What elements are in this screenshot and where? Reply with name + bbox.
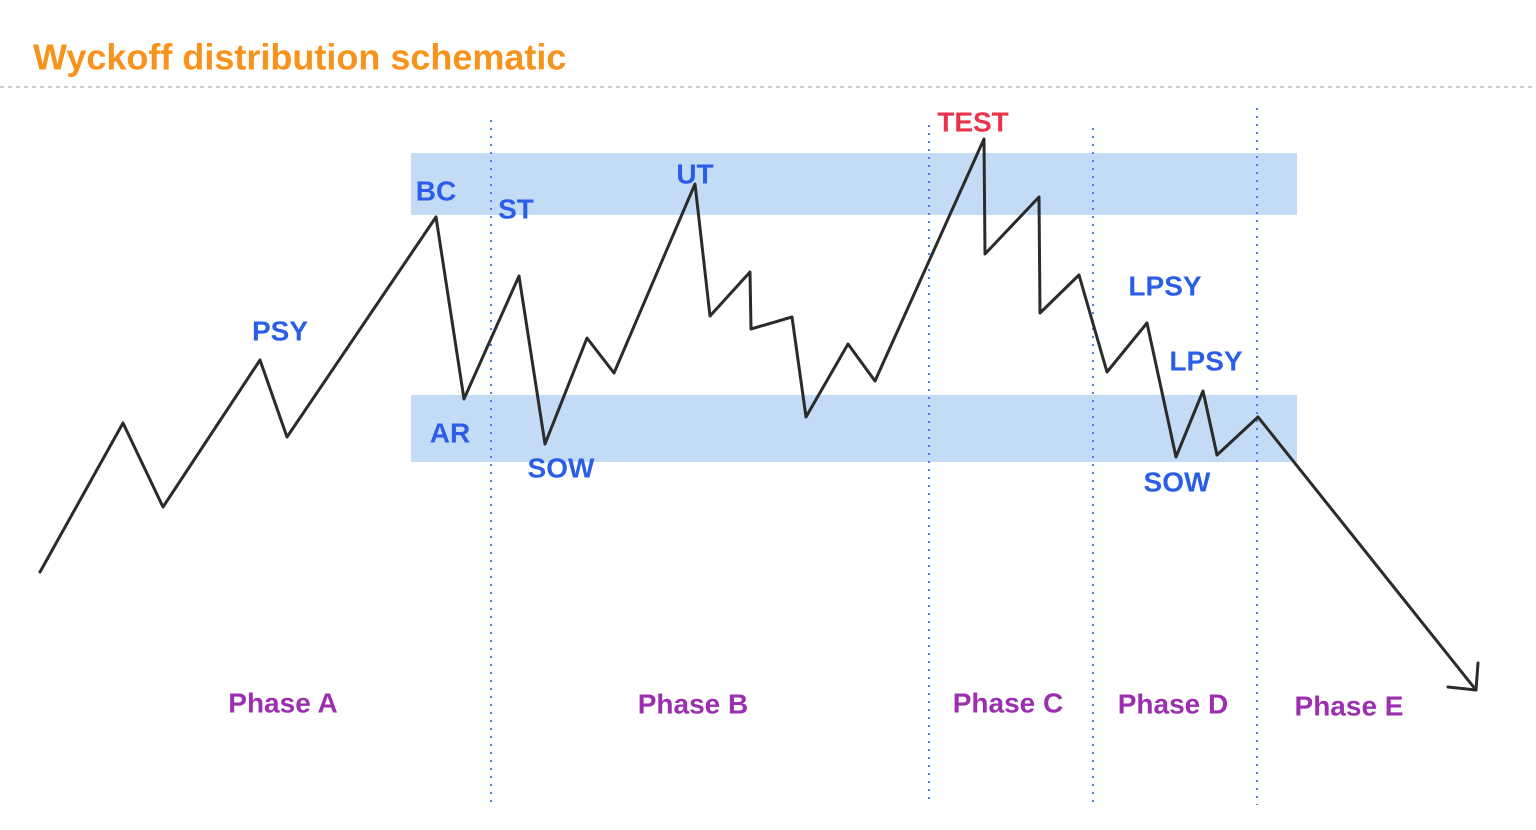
event-label: AR (430, 417, 470, 448)
event-label: ST (498, 193, 534, 224)
event-label: SOW (528, 452, 595, 483)
phase-label: Phase E (1295, 690, 1404, 721)
resistance-band (411, 153, 1297, 215)
event-label: PSY (252, 315, 308, 346)
event-label: SOW (1144, 466, 1211, 497)
event-label: LPSY (1169, 345, 1242, 376)
phase-label: Phase A (228, 687, 337, 718)
event-label: BC (416, 175, 456, 206)
phase-label: Phase C (953, 687, 1064, 718)
phase-label: Phase D (1118, 688, 1229, 719)
arrowhead (1446, 661, 1480, 692)
phase-label: Phase B (638, 688, 749, 719)
title: Wyckoff distribution schematic (33, 37, 566, 78)
price-path (38, 137, 1478, 692)
event-label: UT (676, 158, 713, 189)
event-label: TEST (937, 106, 1009, 137)
event-label: LPSY (1128, 270, 1201, 301)
